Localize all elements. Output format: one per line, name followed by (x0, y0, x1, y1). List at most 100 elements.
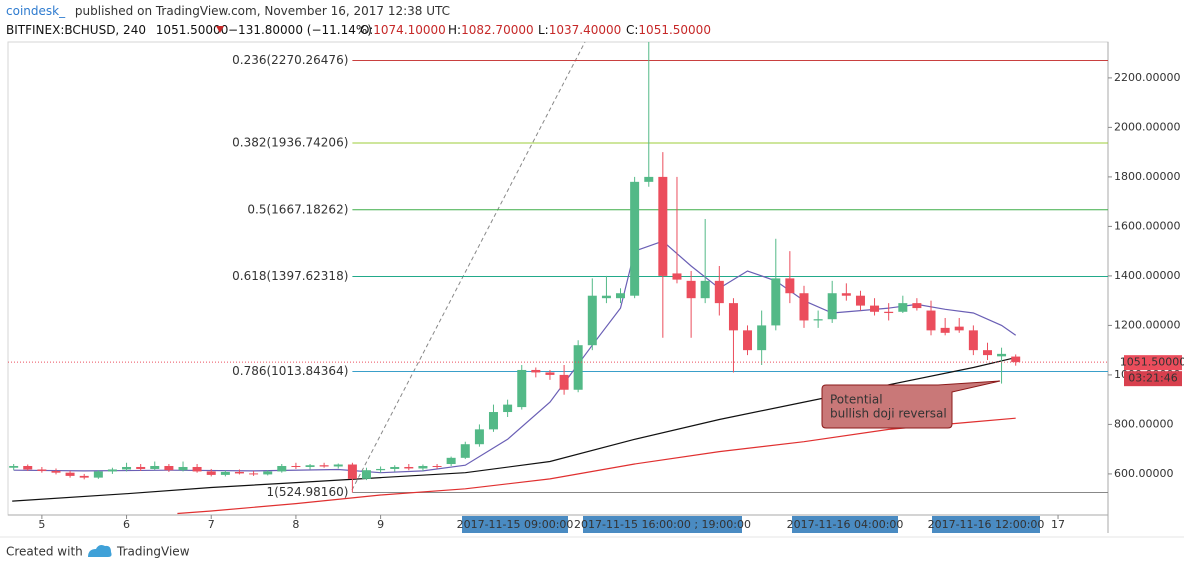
candle-body (912, 303, 922, 309)
candle-body (813, 319, 823, 321)
x-tick-label: 6 (123, 518, 130, 531)
y-tick-label: 1200.00000 (1114, 318, 1180, 331)
x-tick-label: 17 (1051, 518, 1065, 531)
y-tick-label: 2000.00000 (1114, 120, 1180, 133)
annotation-text: Potential (830, 393, 883, 407)
countdown-box (1124, 371, 1182, 387)
candle-body (206, 471, 216, 475)
candle-body (658, 176, 668, 276)
ohlc-value: 1074.10000 (373, 23, 446, 37)
footer-text: Created with (6, 545, 83, 559)
candle-body (136, 466, 146, 469)
plot-area (7, 41, 1109, 516)
last-price: 1051.50000 (156, 23, 229, 37)
candle-body (23, 465, 33, 470)
candle-body (714, 280, 724, 304)
candle-body (757, 325, 767, 351)
candle-body (418, 465, 428, 469)
candle-body (728, 303, 738, 331)
y-tick-label: 1400.00000 (1114, 269, 1180, 282)
ohlc-value: 1082.70000 (461, 23, 534, 37)
time-highlight (462, 516, 568, 533)
candle-body (488, 412, 498, 430)
candle-body (997, 353, 1007, 357)
candle-body (870, 305, 880, 312)
x-tick-label: 8 (292, 518, 299, 531)
header-line: coindesk_ published on TradingView.com, … (6, 4, 450, 18)
candle-body (898, 303, 908, 312)
x-tick-label: 9 (377, 518, 384, 531)
candle-body (263, 471, 273, 475)
candle-body (474, 429, 484, 445)
candle-body (672, 273, 682, 280)
candle-body (93, 471, 103, 478)
candle-body (799, 293, 809, 321)
candle-body (37, 469, 47, 471)
candle-body (982, 350, 992, 356)
countdown-label: 03:21:46 (1128, 372, 1177, 385)
y-tick-label: 1800.00000 (1114, 170, 1180, 183)
candle-body (319, 465, 329, 467)
fib-label: 0.236(2270.26476) (232, 53, 348, 67)
ohlc-item: H:1082.70000 (448, 23, 534, 37)
ohlc-item: O:1074.10000 (360, 23, 446, 37)
time-highlight-label: 2017-11-16 04:00:00 (787, 518, 904, 531)
candle-body (601, 295, 611, 299)
candle-body (630, 181, 640, 296)
candle-body (234, 471, 244, 474)
candle-body (361, 470, 371, 479)
candle-body (559, 374, 569, 390)
tradingview-logo (88, 545, 112, 557)
time-highlight (583, 516, 742, 533)
fib-label: 0.786(1013.84364) (232, 364, 348, 378)
y-tick-label: 600.00000 (1114, 467, 1174, 480)
candle-body (743, 330, 753, 351)
candle-body (545, 372, 555, 375)
candle-body (446, 457, 456, 465)
time-highlight-label: 2017-11-15 09:00:00 (457, 518, 574, 531)
last-price-label: 1051.50000 (1120, 356, 1184, 369)
candle-body (954, 326, 964, 331)
y-tick-label: 2200.00000 (1114, 71, 1180, 84)
candle-body (277, 465, 287, 472)
candle-body (122, 466, 132, 470)
y-tick-label: 1600.00000 (1114, 219, 1180, 232)
y-tick-label: 800.00000 (1114, 417, 1174, 430)
fib-label: 0.618(1397.62318) (232, 269, 348, 283)
candle-body (827, 293, 837, 320)
candle-body (531, 369, 541, 373)
candle-body (305, 465, 315, 467)
candle-body (51, 470, 61, 473)
change-text: −131.80000 (−11.14%) (228, 23, 372, 37)
candle-body (376, 468, 386, 471)
candle-body (150, 465, 160, 469)
published: published on TradingView.com, November 1… (75, 4, 450, 18)
symbol: BITFINEX:BCHUSD, 240 (6, 23, 146, 37)
candle-body (249, 473, 259, 475)
fib-label: 0.5(1667.18262) (247, 202, 348, 216)
ohlc-item: L:1037.40000 (538, 23, 621, 37)
candle-body (573, 345, 583, 390)
author: coindesk_ (6, 4, 66, 18)
time-highlight-label: 2017-11-16 12:00:00 (928, 518, 1045, 531)
candle-body (855, 295, 865, 306)
candle-body (841, 293, 851, 296)
candle-body (517, 369, 527, 408)
candle-body (940, 327, 950, 333)
candle-body (432, 465, 442, 467)
candle-body (587, 295, 597, 346)
candle-body (686, 280, 696, 299)
ohlc-key: L: (538, 23, 549, 37)
candle-body (390, 466, 400, 469)
x-tick-label: 7 (208, 518, 215, 531)
annotation-callout (821, 380, 1001, 429)
ohlc-key: H: (448, 23, 461, 37)
ohlc-value: 1037.40000 (549, 23, 622, 37)
candle-body (333, 464, 343, 467)
candle-body (644, 176, 654, 182)
candle-body (9, 465, 19, 468)
candle-body (107, 469, 117, 472)
down-arrow (216, 26, 224, 33)
x-tick-label: 5 (38, 518, 45, 531)
candle-body (178, 466, 188, 471)
